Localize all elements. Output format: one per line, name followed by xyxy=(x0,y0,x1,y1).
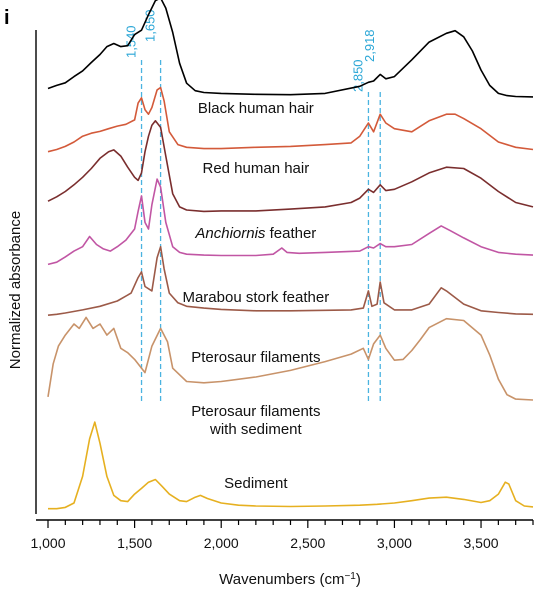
series-label-marabou-stork-feather: Marabou stork feather xyxy=(182,289,329,306)
x-axis-title: Wavenumbers (cm−1) xyxy=(219,571,361,589)
series-labels: Black human hair Red human hair Anchiornis… xyxy=(182,100,329,492)
series-group xyxy=(47,0,534,510)
x-tick-label: 3,000 xyxy=(377,535,412,551)
series-label-pterosaur-filaments: Pterosaur filaments xyxy=(191,349,320,366)
series-label-pterosaur-filaments-with-sediment: Pterosaur filaments with sediment xyxy=(191,403,320,438)
x-axis: 1,000 1,500 2,000 2,500 3,000 3,500 xyxy=(30,30,534,551)
x-tick-label: 1,000 xyxy=(30,535,65,551)
x-tick-label: 1,500 xyxy=(117,535,152,551)
x-tick-label: 2,000 xyxy=(204,535,239,551)
peak-label-2918: 2,918 xyxy=(362,29,377,62)
series-line-black-human-hair xyxy=(47,0,534,98)
series-line-sediment xyxy=(48,421,534,510)
panel-label: i xyxy=(4,7,10,29)
series-line-pterosaur-filaments-with-sediment xyxy=(47,316,534,401)
series-line-pterosaur-filaments xyxy=(47,245,534,316)
series-label-anchiornis-feather: Anchiornis feather xyxy=(194,225,316,242)
series-label-sediment: Sediment xyxy=(224,475,288,492)
series-line-red-human-hair xyxy=(47,86,534,153)
series-label-black-human-hair: Black human hair xyxy=(198,100,314,117)
x-tick-label: 2,500 xyxy=(290,535,325,551)
x-tick-label: 3,500 xyxy=(464,535,499,551)
series-line-anchiornis-feather xyxy=(47,120,534,213)
peak-label-2850: 2,850 xyxy=(350,59,365,92)
y-axis-title: Normalized absorbance xyxy=(7,211,24,369)
series-label-red-human-hair: Red human hair xyxy=(202,160,309,177)
peak-label-1650: 1,650 xyxy=(143,9,158,42)
series-line-marabou-stork-feather xyxy=(47,178,534,266)
